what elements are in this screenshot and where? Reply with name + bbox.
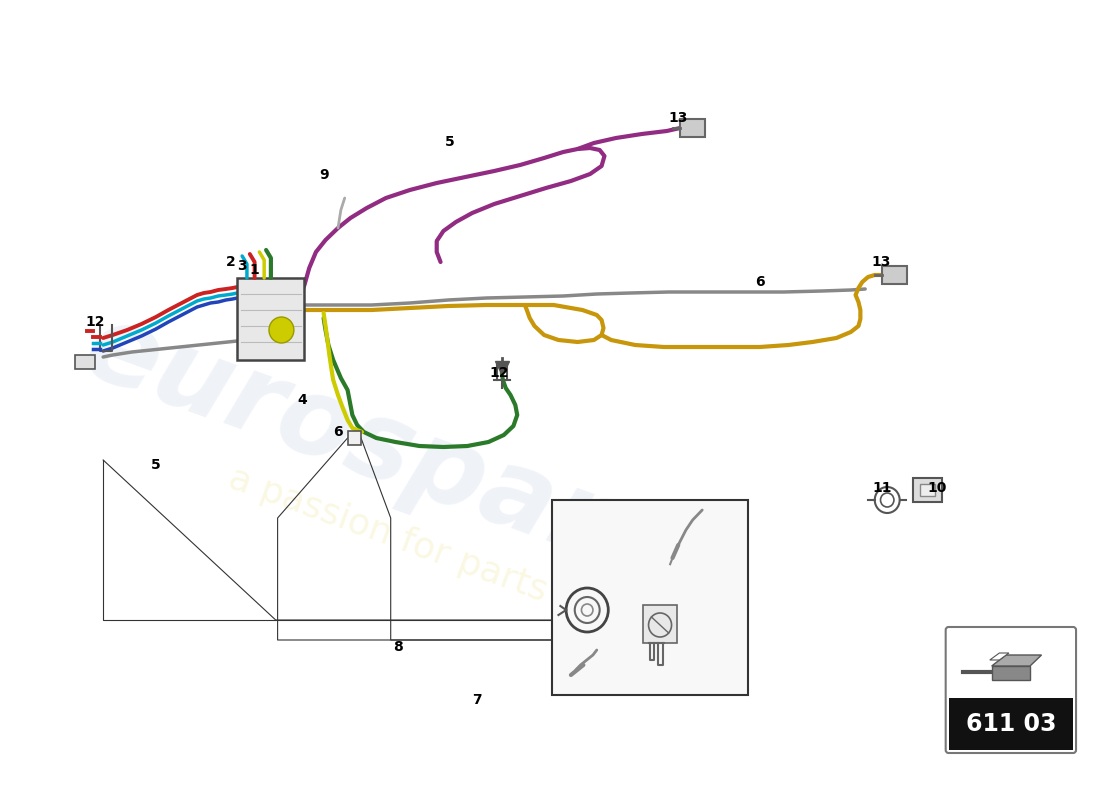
Bar [948, 630, 1074, 750]
Bar [552, 500, 748, 695]
Text: 12: 12 [86, 315, 106, 329]
Text: 9: 9 [319, 168, 329, 182]
Bar [680, 119, 705, 137]
Text: 3: 3 [238, 259, 248, 273]
Text: 13: 13 [669, 111, 688, 125]
Text: 12: 12 [490, 366, 509, 380]
Text: 5: 5 [446, 135, 455, 149]
Text: 5: 5 [151, 458, 161, 472]
Text: 6: 6 [333, 425, 343, 439]
Text: a passion for parts since 1985: a passion for parts since 1985 [224, 461, 749, 679]
Polygon shape [992, 655, 1042, 666]
Text: 7: 7 [472, 693, 482, 707]
Text: 8: 8 [394, 640, 404, 654]
Text: 13: 13 [872, 255, 891, 269]
Text: 6: 6 [755, 275, 764, 289]
Text: 4: 4 [298, 393, 307, 407]
Bar [76, 355, 95, 369]
Bar [882, 266, 908, 284]
Text: 11: 11 [872, 481, 892, 495]
Bar [348, 431, 361, 445]
Text: eurospares: eurospares [69, 293, 750, 627]
Polygon shape [990, 653, 1009, 660]
Bar [992, 666, 1030, 680]
Bar [920, 484, 935, 496]
Text: 611 03: 611 03 [966, 712, 1056, 736]
Circle shape [270, 317, 294, 343]
Bar [913, 478, 942, 502]
Bar [642, 605, 678, 643]
FancyBboxPatch shape [946, 627, 1076, 753]
Bar [238, 278, 305, 360]
Text: 1: 1 [250, 263, 260, 277]
Text: 10: 10 [927, 481, 947, 495]
Text: 2: 2 [226, 255, 235, 269]
Bar [948, 698, 1074, 750]
